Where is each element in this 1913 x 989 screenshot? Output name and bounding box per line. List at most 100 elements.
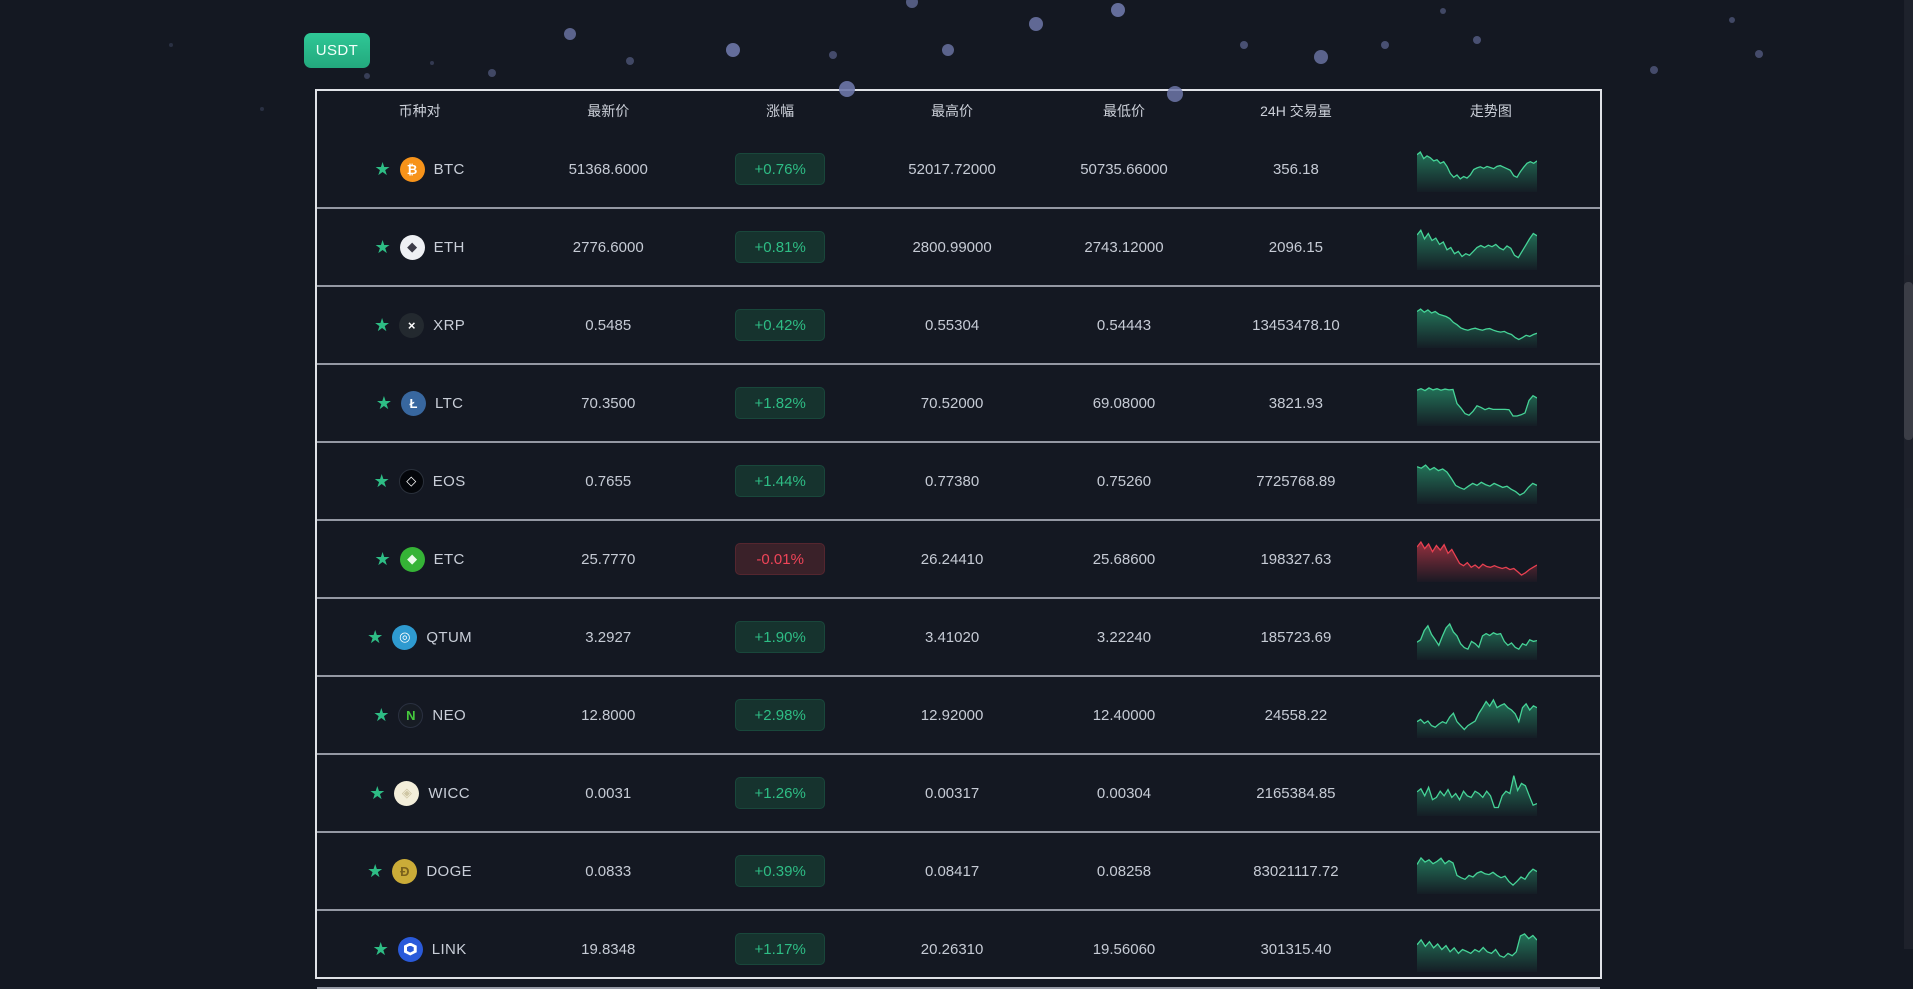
- pair-symbol: ETC: [433, 550, 465, 568]
- pair-symbol: LTC: [434, 394, 464, 412]
- high-price: 26.24410: [920, 550, 984, 568]
- table-header-row: 币种对 最新价 涨幅 最高价 最低价 24H 交易量 走势图: [317, 91, 1600, 131]
- market-row-eth[interactable]: ★ ◆ ETH 2776.6000 +0.81% 2800.99000 2743.12000…: [317, 209, 1600, 287]
- favorite-star-icon[interactable]: ★: [375, 393, 392, 413]
- eos-coin-icon: ◇: [398, 468, 424, 494]
- favorite-star-icon[interactable]: ★: [374, 315, 391, 335]
- pair-symbol: ETH: [433, 238, 465, 256]
- low-price: 50735.66000: [1080, 160, 1168, 178]
- column-header-volume: 24H 交易量: [1260, 103, 1332, 119]
- particle-dot: [829, 51, 837, 59]
- high-price: 0.00317: [924, 784, 980, 802]
- particle-dot: [1111, 3, 1125, 17]
- change-percent-badge: +0.81%: [735, 231, 826, 263]
- volume-24h: 7725768.89: [1256, 472, 1336, 490]
- wicc-coin-icon: ◈: [394, 780, 420, 806]
- high-price: 3.41020: [924, 628, 980, 646]
- ltc-coin-icon: Ł: [400, 390, 426, 416]
- favorite-star-icon[interactable]: ★: [369, 783, 386, 803]
- market-row-qtum[interactable]: ★ ◎ QTUM 3.2927 +1.90% 3.41020 3.22240 185723.6…: [317, 599, 1600, 677]
- trend-sparkline-ltc: [1416, 387, 1537, 426]
- last-price: 2776.6000: [572, 238, 644, 256]
- particle-dot: [364, 73, 370, 79]
- trend-sparkline-eos: [1416, 464, 1537, 504]
- trend-sparkline-etc: [1416, 540, 1537, 582]
- change-percent-badge: -0.01%: [735, 543, 826, 575]
- last-price: 25.7770: [581, 550, 636, 568]
- last-price: 51368.6000: [568, 160, 648, 178]
- change-percent-badge: +0.42%: [735, 309, 826, 341]
- change-percent-badge: +2.98%: [735, 699, 826, 731]
- change-percent-badge: +0.39%: [735, 855, 826, 887]
- column-header-high: 最高价: [931, 103, 974, 119]
- change-percent-badge: +1.26%: [735, 777, 826, 809]
- trend-sparkline-wicc: [1416, 775, 1537, 816]
- low-price: 19.56060: [1092, 940, 1156, 958]
- particle-dot: [626, 57, 634, 65]
- favorite-star-icon[interactable]: ★: [374, 159, 391, 179]
- market-row-neo[interactable]: ★ N NEO 12.8000 +2.98% 12.92000 12.40000 24558.…: [317, 677, 1600, 755]
- hexagon-shape: [403, 942, 417, 956]
- market-row-eos[interactable]: ★ ◇ EOS 0.7655 +1.44% 0.77380 0.75260 7725768.8…: [317, 443, 1600, 521]
- low-price: 69.08000: [1092, 394, 1156, 412]
- column-header-low: 最低价: [1102, 103, 1145, 119]
- pair-symbol: XRP: [433, 316, 466, 334]
- last-price: 19.8348: [581, 940, 636, 958]
- market-row-xrp[interactable]: ★ × XRP 0.5485 +0.42% 0.55304 0.54443 13453478.…: [317, 287, 1600, 365]
- high-price: 20.26310: [920, 940, 984, 958]
- volume-24h: 356.18: [1272, 160, 1319, 178]
- low-price: 0.00304: [1096, 784, 1152, 802]
- low-price: 12.40000: [1092, 706, 1156, 724]
- doge-coin-icon: Ð: [392, 858, 418, 884]
- high-price: 2800.99000: [912, 238, 992, 256]
- pair-symbol: BTC: [433, 160, 465, 178]
- favorite-star-icon[interactable]: ★: [373, 471, 390, 491]
- usdt-market-tab-button[interactable]: USDT: [304, 33, 370, 68]
- volume-24h: 3821.93: [1268, 394, 1324, 412]
- last-price: 12.8000: [581, 706, 636, 724]
- low-price: 2743.12000: [1084, 238, 1164, 256]
- market-row-doge[interactable]: ★ Ð DOGE 0.0833 +0.39% 0.08417 0.08258 83021117…: [317, 833, 1600, 911]
- market-row-ltc[interactable]: ★ Ł LTC 70.3500 +1.82% 70.52000 69.08000 3821.9…: [317, 365, 1600, 443]
- favorite-star-icon[interactable]: ★: [374, 237, 391, 257]
- low-price: 0.75260: [1096, 472, 1152, 490]
- particle-dot: [1314, 50, 1328, 64]
- pair-symbol: EOS: [432, 472, 466, 490]
- column-header-trend: 走势图: [1469, 103, 1512, 119]
- market-row-link[interactable]: ★ LINK 19.8348 +1.17% 20.26310 19.56060 301315…: [317, 911, 1600, 989]
- volume-24h: 13453478.10: [1252, 316, 1340, 334]
- market-row-wicc[interactable]: ★ ◈ WICC 0.0031 +1.26% 0.00317 0.00304 2165384.…: [317, 755, 1600, 833]
- high-price: 0.55304: [924, 316, 980, 334]
- column-header-pair: 币种对: [398, 103, 441, 119]
- table-body: ★ ₿ BTC 51368.6000 +0.76% 52017.72000 50735.66…: [317, 131, 1600, 989]
- particle-dot: [564, 28, 576, 40]
- favorite-star-icon[interactable]: ★: [372, 939, 389, 959]
- low-price: 0.08258: [1096, 862, 1152, 880]
- change-percent-badge: +1.44%: [735, 465, 826, 497]
- change-percent-badge: +1.17%: [735, 933, 826, 965]
- page-scrollbar-track[interactable]: [1904, 0, 1913, 949]
- low-price: 0.54443: [1096, 316, 1152, 334]
- page-scrollbar-thumb[interactable]: [1904, 282, 1913, 440]
- link-coin-icon: [397, 936, 423, 962]
- particle-dot: [1755, 50, 1763, 58]
- trend-sparkline-doge: [1416, 856, 1537, 894]
- high-price: 12.92000: [920, 706, 984, 724]
- market-row-btc[interactable]: ★ ₿ BTC 51368.6000 +0.76% 52017.72000 50735.66…: [317, 131, 1600, 209]
- favorite-star-icon[interactable]: ★: [374, 549, 391, 569]
- volume-24h: 83021117.72: [1253, 862, 1339, 880]
- trend-sparkline-btc: [1416, 150, 1537, 192]
- btc-coin-icon: ₿: [399, 156, 425, 182]
- pair-symbol: DOGE: [426, 862, 473, 880]
- column-header-last: 最新价: [587, 103, 630, 119]
- favorite-star-icon[interactable]: ★: [367, 627, 384, 647]
- favorite-star-icon[interactable]: ★: [373, 705, 390, 725]
- particle-dot: [488, 69, 496, 77]
- qtum-coin-icon: ◎: [392, 624, 418, 650]
- favorite-star-icon[interactable]: ★: [367, 861, 384, 881]
- market-table: 币种对 最新价 涨幅 最高价 最低价 24H 交易量 走势图 ★ ₿ BTC 5136…: [315, 89, 1602, 989]
- market-row-etc[interactable]: ★ ◆ ETC 25.7770 -0.01% 26.24410 25.68600 198327…: [317, 521, 1600, 599]
- volume-24h: 301315.40: [1260, 940, 1332, 958]
- xrp-coin-icon: ×: [399, 312, 425, 338]
- particle-dot: [942, 44, 954, 56]
